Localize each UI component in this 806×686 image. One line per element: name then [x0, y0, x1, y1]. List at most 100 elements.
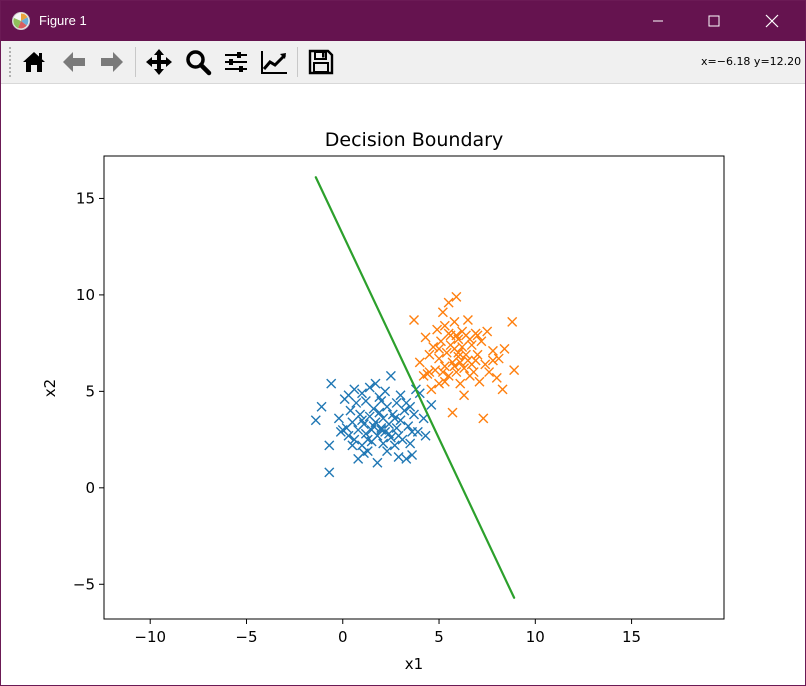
close-icon [765, 14, 779, 28]
scatter-point-class1 [420, 332, 431, 343]
x-tick-label: −10 [134, 628, 166, 646]
scatter-point-class1 [493, 353, 504, 364]
toolbar-grip[interactable] [9, 47, 13, 77]
scatter-point-class0 [399, 405, 410, 416]
x-tick-label: 0 [338, 628, 348, 646]
scatter-point-class1 [409, 314, 419, 325]
scatter-point-class1 [437, 307, 448, 318]
scatter-point-class0 [403, 421, 414, 432]
scatter-point-class0 [393, 451, 404, 462]
zoom-button[interactable] [181, 45, 215, 79]
scatter-point-class0 [401, 397, 412, 408]
scatter-point-class0 [380, 386, 391, 397]
scatter-point-class0 [426, 399, 437, 410]
scatter-point-class0 [343, 390, 354, 401]
back-button[interactable] [57, 45, 91, 79]
edit-axis-button[interactable] [257, 45, 291, 79]
scatter-point-class1 [418, 370, 429, 381]
scatter-point-class0 [389, 413, 400, 424]
close-button[interactable] [749, 1, 795, 41]
scatter-point-class0 [355, 409, 366, 420]
y-tick-label: 0 [85, 479, 95, 497]
scatter-point-class1 [441, 347, 452, 358]
scatter-point-class0 [405, 438, 416, 449]
scatter-point-class1 [464, 334, 475, 345]
scatter-point-class1 [424, 349, 435, 360]
scatter-point-class1 [497, 384, 508, 395]
navigation-toolbar [1, 41, 805, 84]
scatter-point-class0 [351, 397, 362, 408]
scatter-point-class1 [445, 340, 456, 351]
window-title: Figure 1 [39, 13, 87, 28]
scatter-point-class1 [449, 316, 460, 327]
x-tick-label: 5 [434, 628, 444, 646]
scatter-point-class0 [409, 409, 419, 420]
scatter-point-class1 [466, 340, 477, 351]
scatter-point-class0 [420, 430, 431, 441]
scatter-point-class0 [358, 448, 369, 459]
forward-button[interactable] [95, 45, 129, 79]
scatter-point-class0 [395, 390, 406, 401]
scatter-point-class0 [347, 440, 358, 451]
home-button[interactable] [17, 45, 51, 79]
scatter-point-class1 [432, 324, 443, 335]
scatter-point-class1 [460, 349, 471, 360]
scatter-point-class1 [435, 336, 446, 347]
scatter-point-class1 [487, 355, 498, 366]
scatter-point-class0 [368, 421, 379, 432]
scatter-point-class0 [360, 428, 371, 439]
back-icon [63, 52, 85, 72]
scatter-point-class1 [468, 367, 479, 378]
scatter-point-class1 [434, 343, 445, 354]
scatter-point-class1 [451, 291, 462, 302]
pan-button[interactable] [142, 45, 176, 79]
y-tick-label: 5 [85, 382, 95, 400]
scatter-point-class0 [382, 446, 393, 457]
scatter-point-class1 [482, 326, 493, 337]
scatter-point-class0 [364, 382, 375, 393]
maximize-button[interactable] [691, 1, 737, 41]
scatter-point-class0 [393, 430, 404, 441]
scatter-point-class1 [434, 353, 445, 364]
scatter-point-class0 [385, 370, 396, 381]
scatter-point-class1 [478, 413, 489, 424]
x-tick-label: −5 [235, 628, 257, 646]
zoom-icon [186, 50, 212, 76]
title-bar[interactable]: Figure 1 [1, 1, 805, 41]
scatter-point-class1 [428, 341, 439, 352]
scatter-point-class0 [407, 426, 418, 437]
minimize-button[interactable] [635, 1, 681, 41]
scatter-point-class0 [357, 388, 368, 399]
scatter-point-class0 [360, 396, 371, 406]
configure-subplots-button[interactable] [219, 45, 253, 79]
scatter-point-class1 [453, 347, 464, 358]
scatter-point-class0 [391, 423, 402, 434]
scatter-point-class1 [470, 355, 481, 366]
x-tick-label: 15 [622, 628, 641, 646]
scatter-point-class0 [370, 378, 381, 389]
scatter-point-class1 [443, 370, 454, 381]
scatter-point-class0 [418, 413, 429, 424]
scatter-point-class1 [484, 367, 495, 378]
scatter-point-class1 [451, 330, 462, 341]
y-tick-label: 10 [76, 286, 95, 304]
scatter-point-class1 [462, 314, 473, 325]
scatter-point-class0 [349, 434, 360, 445]
scatter-point-class1 [507, 316, 518, 327]
scatter-point-class0 [391, 397, 402, 408]
minimize-icon [653, 20, 663, 22]
scatter-point-class0 [324, 467, 335, 478]
scatter-point-class1 [474, 376, 485, 387]
scatter-point-class0 [372, 457, 383, 468]
x-tick-label: 10 [526, 628, 545, 646]
scatter-point-class0 [378, 438, 389, 449]
scatter-point-class1 [499, 343, 510, 354]
y-tick-label: 15 [76, 189, 95, 207]
scatter-point-class0 [337, 424, 348, 435]
scatter-point-class1 [414, 357, 425, 368]
scatter-point-class1 [424, 367, 435, 378]
save-button[interactable] [304, 45, 338, 79]
axis-ticks: −10 −5 0 5 10 15 −5 0 5 10 15 [73, 189, 641, 646]
